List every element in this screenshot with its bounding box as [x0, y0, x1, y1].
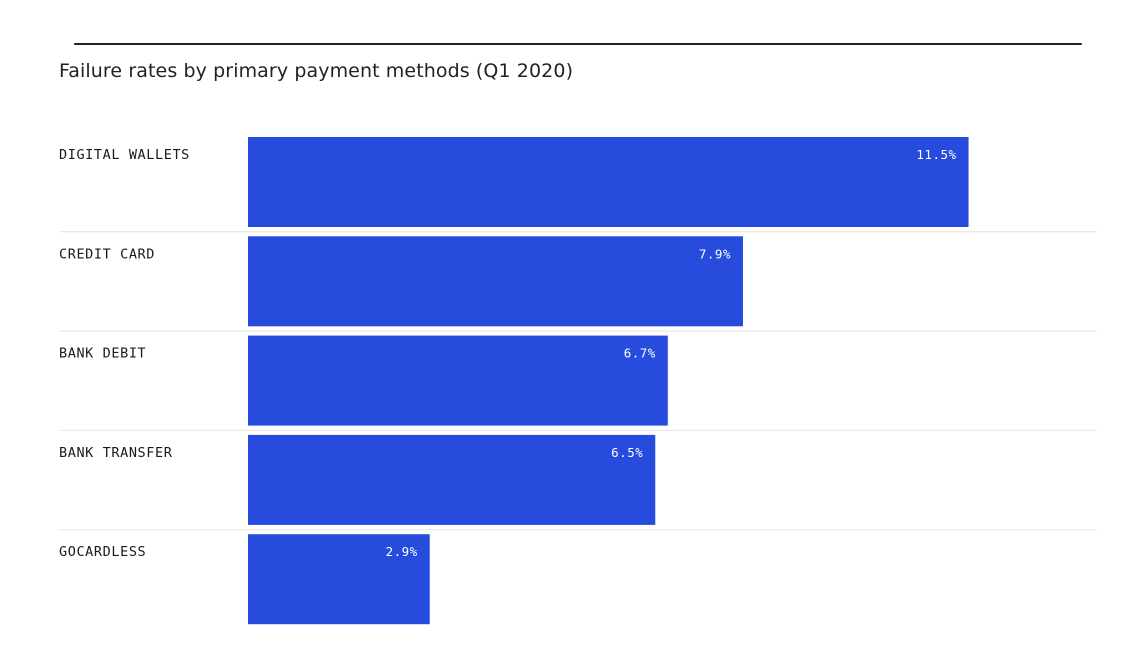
- category-label: CREDIT CARD: [59, 246, 155, 262]
- title-rule: [74, 43, 1082, 45]
- category-label: GOCARDLESS: [59, 544, 146, 560]
- bar: [248, 534, 430, 625]
- value-label: 11.5%: [916, 147, 956, 162]
- category-label: BANK DEBIT: [59, 346, 146, 362]
- bar: [248, 236, 743, 327]
- value-label: 6.7%: [624, 346, 656, 361]
- chart-title: Failure rates by primary payment methods…: [59, 60, 574, 82]
- category-label: DIGITAL WALLETS: [59, 147, 190, 163]
- category-label: BANK TRANSFER: [59, 445, 173, 461]
- bar: [248, 434, 656, 525]
- value-label: 7.9%: [699, 246, 731, 261]
- value-label: 2.9%: [386, 544, 418, 559]
- bar: [248, 137, 969, 227]
- bar: [248, 335, 668, 426]
- value-label: 6.5%: [611, 445, 643, 460]
